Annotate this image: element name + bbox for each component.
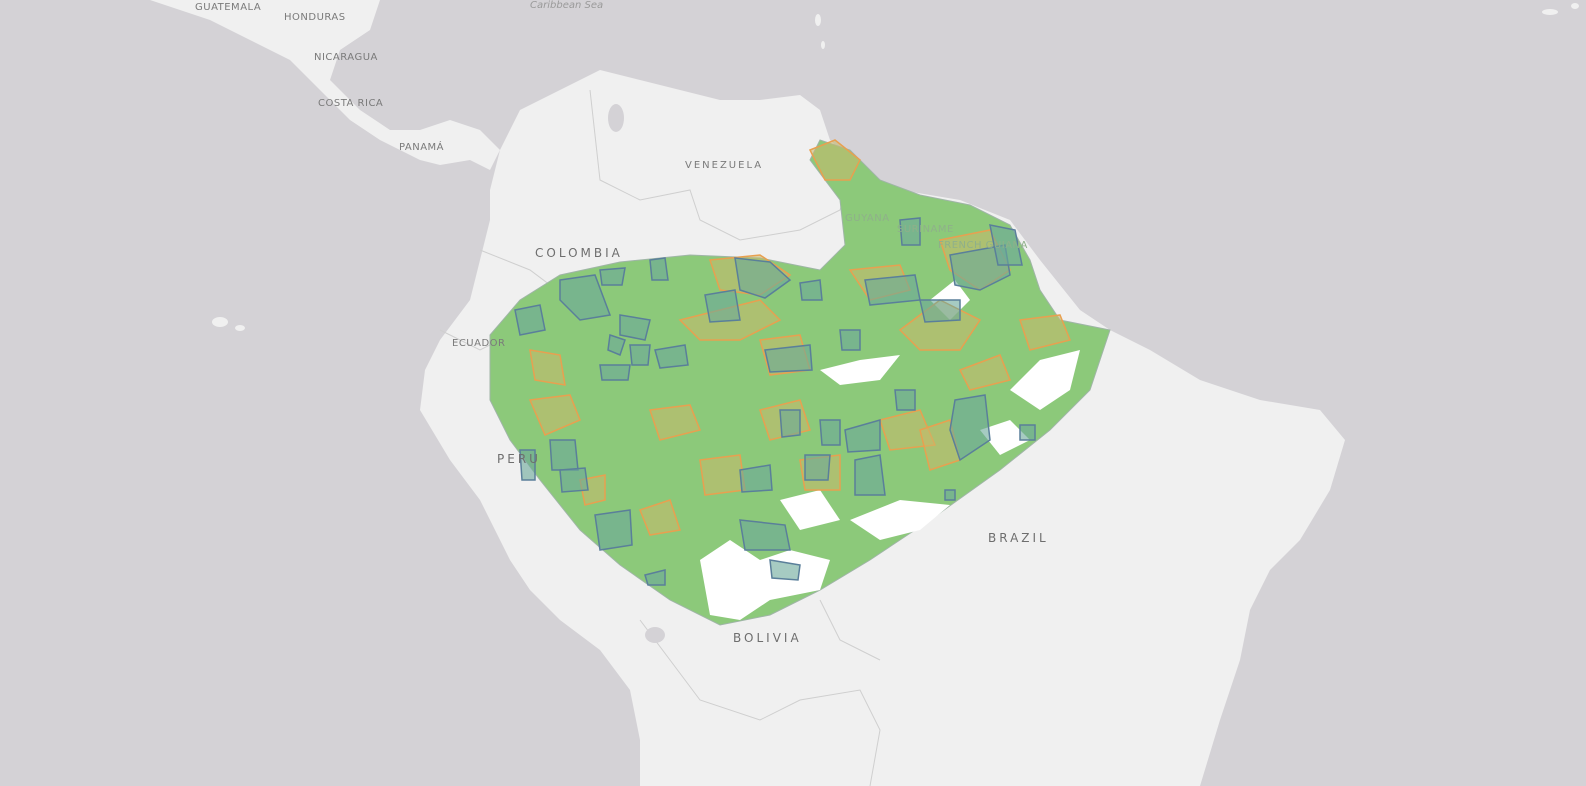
lake-titicaca: [645, 627, 665, 643]
cleared-areas: [700, 280, 1080, 620]
label-guyana: GUYANA: [845, 213, 890, 224]
label-colombia: COLOMBIA: [535, 246, 623, 260]
label-suriname: SURINAME: [897, 224, 954, 235]
lake: [608, 104, 624, 132]
label-guatemala: GUATEMALA: [195, 2, 262, 13]
central-america-land: [150, 0, 500, 170]
label-ecuador: ECUADOR: [452, 338, 506, 349]
islands: [212, 3, 1579, 331]
label-caribbean-sea: Caribbean Sea: [530, 0, 604, 11]
label-brazil: BRAZIL: [988, 531, 1049, 545]
label-bolivia: BOLIVIA: [733, 631, 802, 645]
protected-areas[interactable]: [514, 217, 1036, 586]
label-honduras: HONDURAS: [284, 12, 346, 23]
label-nicaragua: NICARAGUA: [314, 52, 378, 63]
label-venezuela: VENEZUELA: [685, 160, 764, 171]
label-costa-rica: COSTA RICA: [318, 98, 384, 109]
label-french-guiana: FRENCH GUIANA: [938, 240, 1028, 251]
label-peru: PERU: [497, 452, 541, 466]
label-panama: PANAMÁ: [399, 142, 445, 153]
